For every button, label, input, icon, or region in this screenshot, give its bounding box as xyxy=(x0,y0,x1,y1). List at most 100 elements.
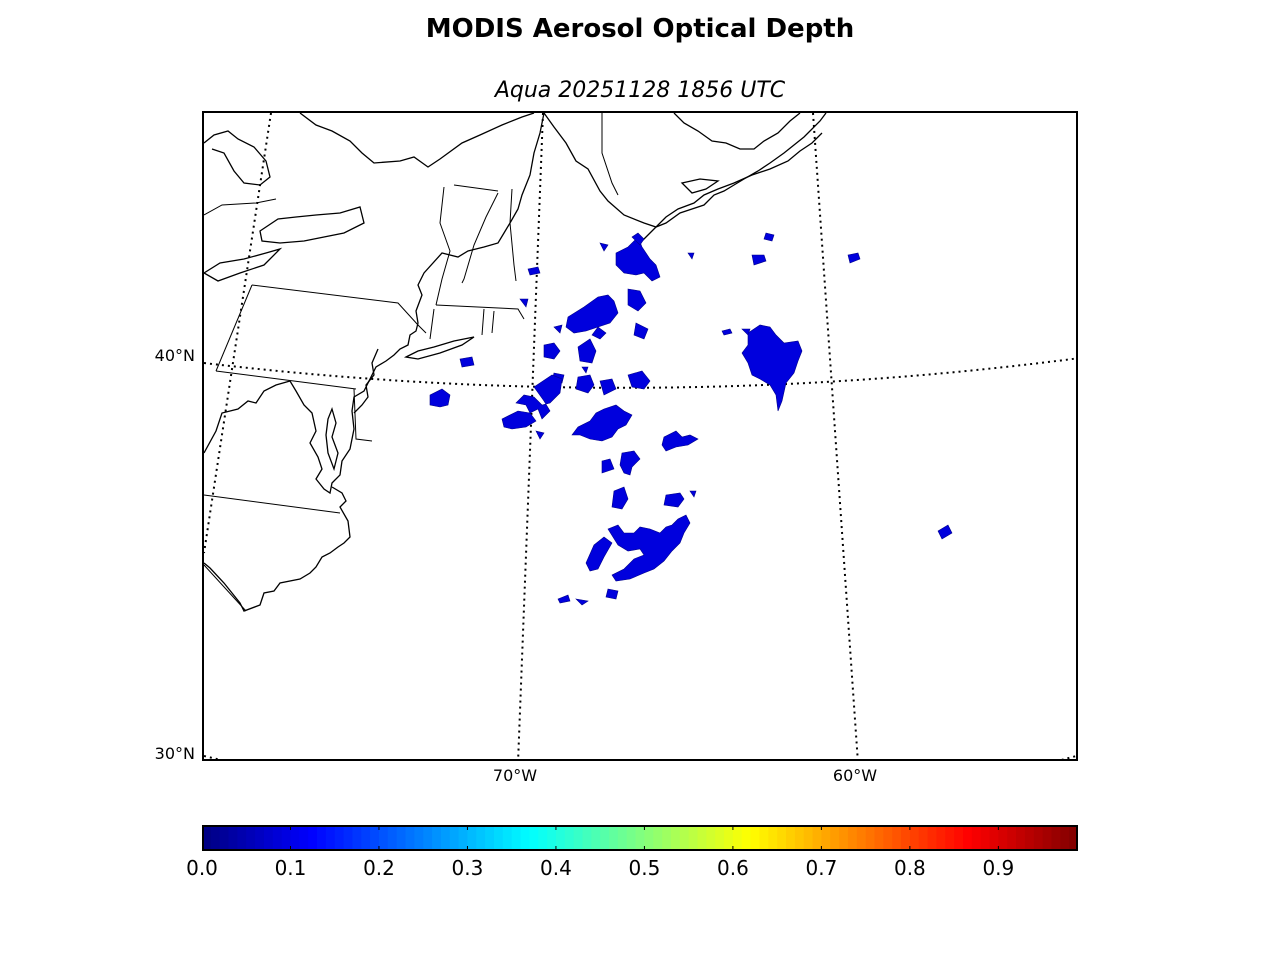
aod-patch xyxy=(429,388,451,408)
colorbar-cell xyxy=(449,825,460,851)
colorbar-tick-label: 0.2 xyxy=(363,856,395,880)
colorbar-cell xyxy=(750,825,761,851)
border-ny-pa xyxy=(251,284,427,334)
colorbar-cell xyxy=(396,825,407,851)
colorbar-cell xyxy=(272,825,283,851)
colorbar-border xyxy=(202,825,1078,851)
colorbar-cell xyxy=(432,825,442,851)
colorbar-cell xyxy=(874,825,884,851)
colorbar-tick-label: 0.4 xyxy=(540,856,572,880)
aod-patch xyxy=(663,492,685,508)
lake-erie xyxy=(204,247,283,282)
border-ct-ri xyxy=(429,308,495,340)
colorbar-cell xyxy=(777,825,787,851)
aod-patch xyxy=(565,294,619,334)
colorbar-cell xyxy=(414,825,424,851)
colorbar-cell xyxy=(219,825,230,851)
colorbar-cell xyxy=(679,825,690,851)
aod-patch xyxy=(571,404,633,442)
border-nh-me xyxy=(509,188,517,282)
chart-title: MODIS Aerosol Optical Depth xyxy=(425,14,855,44)
colorbar-cell xyxy=(1042,825,1053,851)
border-pa-md xyxy=(215,370,357,390)
coastlines xyxy=(204,113,827,612)
colorbar-cell xyxy=(1016,825,1026,851)
coastline-pei xyxy=(680,178,720,194)
colorbar-cell xyxy=(697,825,707,851)
meridian-76w xyxy=(204,113,272,554)
colorbar-cell xyxy=(998,825,1008,851)
colorbar-cell xyxy=(511,825,522,851)
colorbar-cell xyxy=(971,825,982,851)
colorbar-cell xyxy=(255,825,265,851)
colorbar-cell xyxy=(370,825,380,851)
aod-patch xyxy=(577,338,597,364)
aod-patch xyxy=(557,594,571,604)
colorbar-cell xyxy=(892,825,902,851)
border-quebec xyxy=(204,184,499,216)
colorbar-cell xyxy=(989,825,999,851)
colorbar-cell xyxy=(343,825,354,851)
colorbar-cell xyxy=(440,825,451,851)
colorbar-cell xyxy=(210,825,221,851)
colorbar-cell xyxy=(794,825,805,851)
aod-patch xyxy=(605,588,619,600)
parallel-30n xyxy=(204,755,1076,759)
map-canvas xyxy=(204,113,1076,759)
aod-patch xyxy=(751,254,767,266)
colorbar-cell xyxy=(228,825,238,851)
colorbar-cell xyxy=(962,825,973,851)
meridian-70w xyxy=(517,113,544,759)
colorbar-cell xyxy=(786,825,796,851)
colorbar-cell xyxy=(334,825,345,851)
coastline-labrador xyxy=(673,113,801,150)
colorbar-cell xyxy=(635,825,646,851)
coastline-gulf-stlawrence xyxy=(204,130,271,186)
colorbar-cell xyxy=(299,825,309,851)
colorbar-cell xyxy=(423,825,433,851)
lake-ontario xyxy=(259,206,365,244)
colorbar-cell xyxy=(352,825,362,851)
colorbar-cell xyxy=(281,825,292,851)
lon-label-60w: 60°W xyxy=(832,766,878,785)
border-va-md xyxy=(353,388,373,442)
aod-patch xyxy=(553,324,563,334)
colorbar-cell xyxy=(494,825,504,851)
lat-label-40n: 40°N xyxy=(154,346,195,365)
aod-patch xyxy=(721,328,733,336)
aod-patch xyxy=(689,490,697,498)
aod-patch xyxy=(763,232,775,242)
colorbar-cell xyxy=(644,825,654,851)
colorbar-cell xyxy=(538,825,548,851)
aod-patch xyxy=(611,486,629,510)
colorbar-cell xyxy=(901,825,911,851)
aod-patch xyxy=(575,598,589,606)
aod-field xyxy=(429,232,953,606)
colorbar-cell xyxy=(1051,825,1061,851)
aod-patch xyxy=(519,298,529,308)
colorbar-cell xyxy=(547,825,557,851)
colorbar-cell xyxy=(662,825,672,851)
colorbar-cell xyxy=(945,825,955,851)
aod-patch xyxy=(619,450,641,476)
colorbar-tick-label: 0.9 xyxy=(982,856,1015,880)
colorbar xyxy=(202,825,1078,851)
delaware-bay xyxy=(353,348,379,414)
aod-patch xyxy=(459,356,475,368)
aod-patch xyxy=(607,514,691,582)
colorbar-cell xyxy=(918,825,929,851)
aod-patch xyxy=(627,288,647,312)
border-me-canada xyxy=(601,113,619,196)
colorbar-tick-label: 0.1 xyxy=(274,856,307,880)
colorbar-cell xyxy=(670,825,681,851)
colorbar-cell xyxy=(688,825,699,851)
colorbar-cell xyxy=(1007,825,1017,851)
coastline-north xyxy=(299,113,535,168)
colorbar-cell xyxy=(830,825,840,851)
aod-patch xyxy=(741,328,751,336)
colorbar-cell xyxy=(821,825,831,851)
chesapeake-bay xyxy=(325,406,339,472)
border-ma xyxy=(435,304,525,320)
aod-patch xyxy=(575,374,595,394)
coastline-new-england xyxy=(543,113,827,228)
